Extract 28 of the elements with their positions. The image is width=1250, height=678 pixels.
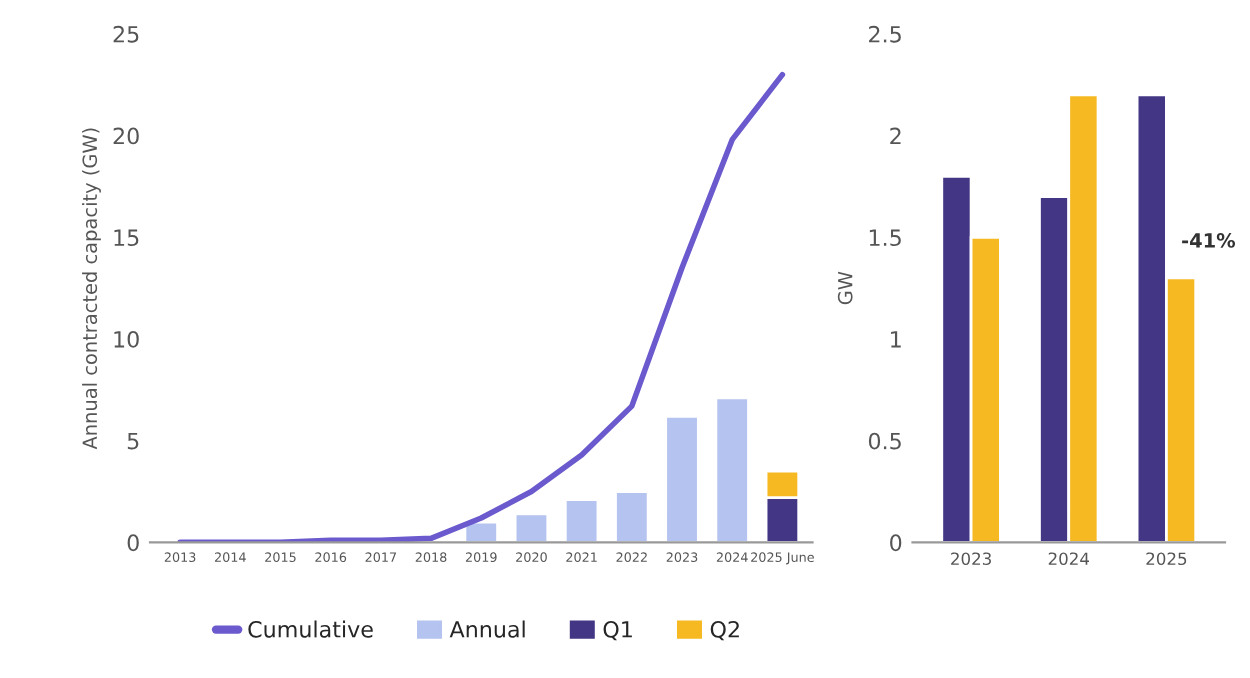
y-tick-label: 1.5 xyxy=(869,229,901,247)
legend-label: Annual xyxy=(449,620,525,638)
bar xyxy=(563,498,600,543)
y-tick-label: 2 xyxy=(890,127,901,145)
y-tick-label: 10 xyxy=(114,330,139,348)
bar xyxy=(714,396,750,543)
y-tick-label: 0.5 xyxy=(868,432,901,450)
annotation: -41% xyxy=(1182,233,1236,248)
y-tick-label: 1 xyxy=(891,331,901,348)
y-tick-label: 0 xyxy=(890,534,902,552)
x-tick-label: 2024 xyxy=(1048,552,1090,566)
y-tick-label: 15 xyxy=(114,229,139,247)
x-tick-label: 2023 xyxy=(951,552,991,566)
y-axis-title: GW xyxy=(837,271,853,305)
x-tick-label: 2025 xyxy=(1146,552,1187,566)
legend-label: Q1 xyxy=(603,620,632,641)
y-tick-label: 2.5 xyxy=(869,25,901,43)
y-tick-label: 20 xyxy=(113,127,139,145)
legend-label: Q2 xyxy=(710,620,739,641)
y-tick-label: 0 xyxy=(127,534,139,552)
y-axis-title: Annual contracted capacity (GW) xyxy=(82,128,101,450)
y-tick-label: 25 xyxy=(113,25,139,43)
line-series xyxy=(177,71,786,543)
bar xyxy=(614,490,650,543)
bar xyxy=(664,414,700,543)
legend-label: Cumulative xyxy=(248,620,373,638)
bar xyxy=(513,512,550,543)
y-tick-label: 5 xyxy=(127,432,139,450)
